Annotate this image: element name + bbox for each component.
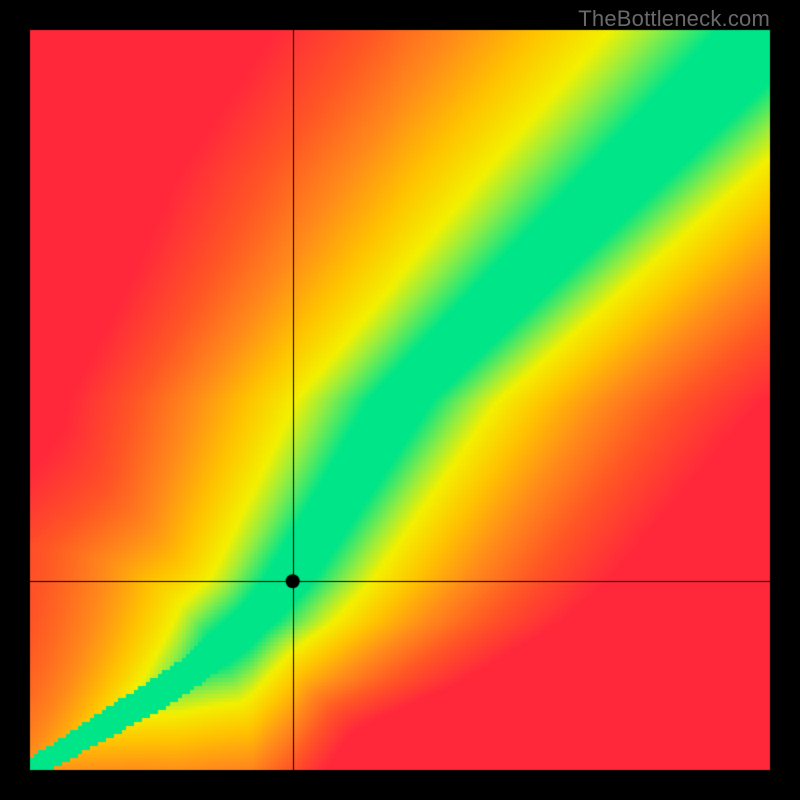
bottleneck-heatmap xyxy=(0,0,800,800)
watermark-text: TheBottleneck.com xyxy=(578,6,770,32)
